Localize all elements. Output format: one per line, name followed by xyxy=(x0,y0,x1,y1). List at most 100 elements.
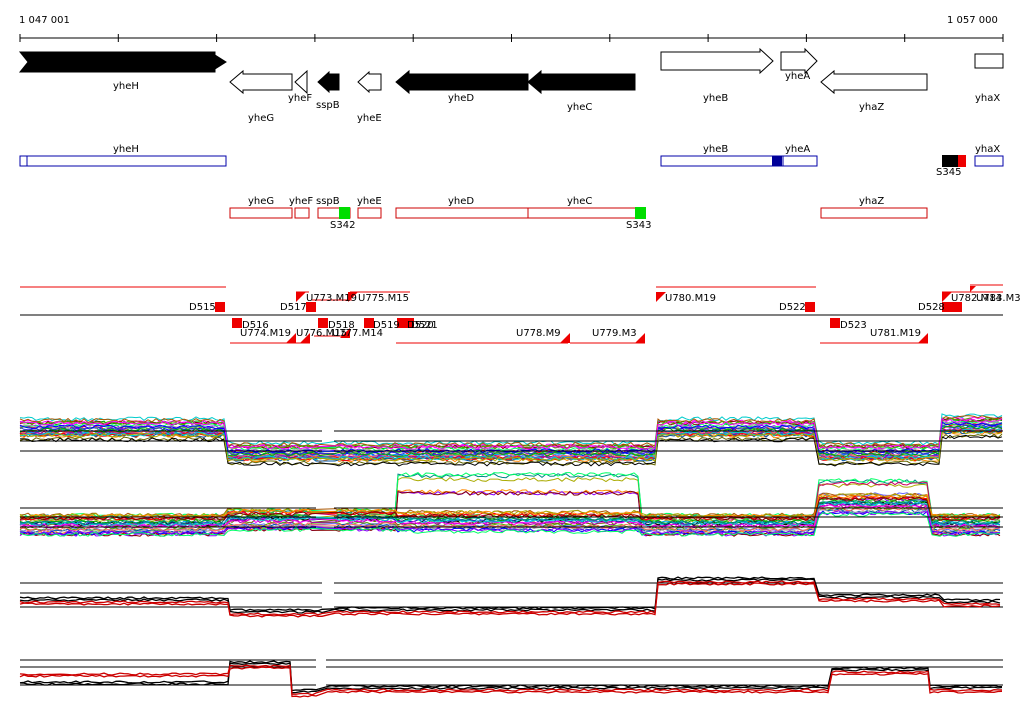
reverse-box-yhaZ[interactable] xyxy=(820,207,928,219)
expression-trace xyxy=(19,433,1003,466)
reverse-label-yheG: yheG xyxy=(248,196,274,207)
segment-flag-U774 xyxy=(286,333,296,343)
segment-marker-D518[interactable] xyxy=(318,318,328,328)
segment-label-D515: D515 xyxy=(189,302,216,313)
gene-arrow-yheF[interactable] xyxy=(294,69,308,95)
segment-label-U777: U777.M14 xyxy=(332,328,383,339)
segment-label-U774: U774.M19 xyxy=(240,328,291,339)
signal-label-S343: S343 xyxy=(626,220,651,231)
gene-label-yheC: yheC xyxy=(567,102,592,113)
segment-label-U775: U775.M15 xyxy=(358,293,409,304)
expression-trace xyxy=(19,501,1001,527)
signal-block-S345[interactable] xyxy=(942,155,958,167)
segment-label-U782: U782.M14 xyxy=(951,293,1002,304)
reverse-box-yheF[interactable] xyxy=(294,207,310,219)
segment-label-D517: D517 xyxy=(280,302,307,313)
segment-label-U780: U780.M19 xyxy=(665,293,716,304)
segmentation-track: D515 D517 U773.M19 U775.M15 U780.M19 D52… xyxy=(20,284,1021,344)
segment-label-D522: D522 xyxy=(779,302,806,313)
gene-label-yheE: yheE xyxy=(357,113,382,124)
segment-marker-D515[interactable] xyxy=(215,302,225,312)
expression-trace xyxy=(19,664,1002,696)
segment-label-U778: U778.M9 xyxy=(516,328,561,339)
gene-arrow-yheC[interactable] xyxy=(527,69,636,95)
segment-flag-U777 xyxy=(340,328,350,338)
forward-label-yhaX: yhaX xyxy=(975,144,1000,155)
reverse-label-yheD: yheD xyxy=(448,196,474,207)
segment-label-D518: D518 xyxy=(328,320,355,331)
gene-arrow-yheB[interactable] xyxy=(660,47,774,75)
segment-marker-D521[interactable] xyxy=(404,318,414,328)
gene-label-yheD: yheD xyxy=(448,93,474,104)
segment-marker-D523[interactable] xyxy=(830,318,840,328)
gene-label-yhaX: yhaX xyxy=(975,93,1000,104)
reverse-box-yheE[interactable] xyxy=(357,207,382,219)
expression-trace xyxy=(19,425,1003,457)
forward-strand-track: yheH yheB yheA yhaX S345 xyxy=(19,144,1004,178)
segment-label-D519: D519 xyxy=(373,320,400,331)
gene-label-yheF: yheF xyxy=(288,93,312,104)
expression-trace xyxy=(19,415,1003,448)
reverse-box-yheD[interactable] xyxy=(395,207,529,219)
reverse-label-yheE: yheE xyxy=(357,196,382,207)
expression-trace xyxy=(19,417,1003,450)
segment-label-U781: U781.M19 xyxy=(870,328,921,339)
gene-label-yheA: yheA xyxy=(785,71,810,82)
segment-label-U776: U776.M15 xyxy=(296,328,347,339)
signal-label-S345: S345 xyxy=(936,167,961,178)
expression-trace xyxy=(19,428,1003,461)
expression-trace xyxy=(19,413,1003,446)
expression-panel-reverse-summary xyxy=(19,659,1003,698)
gene-label-yheB: yheB xyxy=(703,93,728,104)
expression-trace xyxy=(19,666,1003,698)
gene-label-sspB: sspB xyxy=(316,100,340,111)
gene-arrow-yhaZ[interactable] xyxy=(820,69,928,95)
gene-arrow-yhaX[interactable] xyxy=(974,53,1004,69)
segment-label-U783: U783.M3 xyxy=(976,293,1021,304)
segment-flag-U779 xyxy=(635,333,645,343)
segment-flag-U781 xyxy=(918,333,928,343)
gene-arrow-sspB[interactable] xyxy=(317,70,340,94)
segment-flag-U776 xyxy=(300,333,310,343)
gene-arrow-yheE[interactable] xyxy=(357,70,382,94)
reverse-label-yheC: yheC xyxy=(567,196,592,207)
gene-label-yheG: yheG xyxy=(248,113,274,124)
forward-box-yheA[interactable] xyxy=(782,155,818,167)
forward-label-yheH: yheH xyxy=(113,144,139,155)
gene-arrow-yheA[interactable] xyxy=(780,47,818,75)
expression-trace xyxy=(19,511,1001,537)
segment-marker-D516[interactable] xyxy=(232,318,242,328)
expression-trace xyxy=(19,660,1002,692)
signal-block-S343[interactable] xyxy=(635,207,646,219)
reverse-label-yheF: yheF xyxy=(289,196,313,207)
reverse-strand-track: yheG yheF sspB yheE yheD yheC yhaZ S342 … xyxy=(229,196,928,231)
expression-trace xyxy=(19,662,1003,694)
segment-label-D521: D521 xyxy=(411,320,438,331)
expression-trace xyxy=(19,580,1001,616)
segment-marker-right-a xyxy=(952,302,962,312)
gene-arrow-yheD[interactable] xyxy=(395,69,529,95)
forward-label-yheB: yheB xyxy=(703,144,728,155)
signal-label-S342: S342 xyxy=(330,220,355,231)
segment-marker-D519[interactable] xyxy=(364,318,374,328)
reverse-box-yheC[interactable] xyxy=(527,207,646,219)
segment-label-U773: U773.M19 xyxy=(306,293,357,304)
gene-arrow-yheG[interactable] xyxy=(229,69,293,95)
segment-marker-D528[interactable] xyxy=(942,302,952,312)
reverse-box-yheG[interactable] xyxy=(229,207,293,219)
segment-marker-D517[interactable] xyxy=(306,302,316,312)
forward-box-yheB[interactable] xyxy=(660,155,784,167)
forward-box-yheH[interactable] xyxy=(19,155,227,167)
segment-marker-D520[interactable] xyxy=(397,318,407,328)
segment-marker-D522[interactable] xyxy=(805,302,815,312)
expression-trace xyxy=(19,492,1001,518)
signal-block-S342[interactable] xyxy=(339,207,350,219)
expression-panel-forward-summary xyxy=(19,576,1003,618)
expression-trace xyxy=(20,419,1003,452)
segment-flag-U780 xyxy=(656,292,666,302)
expression-trace xyxy=(19,429,1003,462)
expression-trace xyxy=(19,510,1001,536)
gene-arrow-yheH[interactable] xyxy=(18,51,227,73)
forward-box-yhaX[interactable] xyxy=(974,155,1004,167)
